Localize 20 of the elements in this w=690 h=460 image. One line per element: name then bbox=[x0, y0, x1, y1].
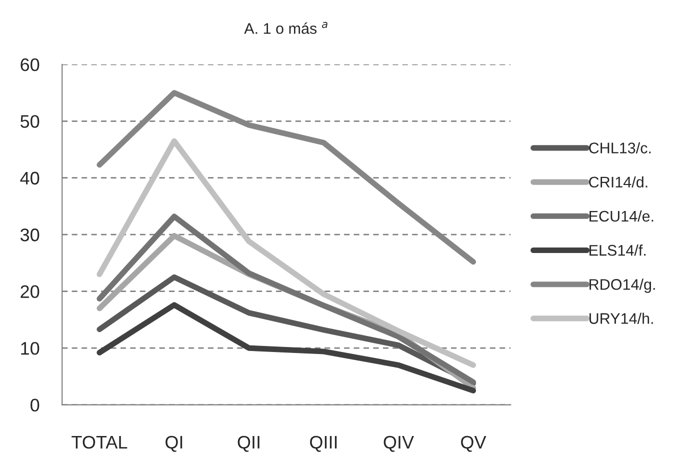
y-tick-label: 10 bbox=[21, 342, 40, 355]
y-tick-label: 0 bbox=[30, 398, 40, 412]
x-tick-label: QII bbox=[238, 436, 260, 452]
y-tick-label: 30 bbox=[20, 228, 40, 242]
y-tick-label: 50 bbox=[20, 115, 40, 128]
y-tick-label: 60 bbox=[20, 58, 40, 72]
chart-title: A. 1 o más $^{a}$ bbox=[244, 22, 328, 34]
legend-label: RDO14/g. bbox=[590, 278, 655, 293]
legend-label: CHL13/c. bbox=[589, 142, 651, 154]
x-tick-label: QI bbox=[166, 436, 182, 452]
x-tick-label: QIV bbox=[384, 436, 414, 452]
x-tick-label: QV bbox=[461, 436, 486, 452]
y-tick-label: 20 bbox=[20, 285, 40, 298]
x-tick-label: QIII bbox=[310, 436, 337, 452]
x-tick-label: TOTAL bbox=[72, 436, 128, 449]
legend-label: URY14/h. bbox=[590, 312, 653, 324]
legend-label: ELS14/f. bbox=[590, 244, 646, 256]
legend-label: ECU14/e. bbox=[590, 210, 654, 222]
y-tick-label: 40 bbox=[20, 172, 40, 185]
legend-label: CRI14/d. bbox=[589, 176, 648, 188]
